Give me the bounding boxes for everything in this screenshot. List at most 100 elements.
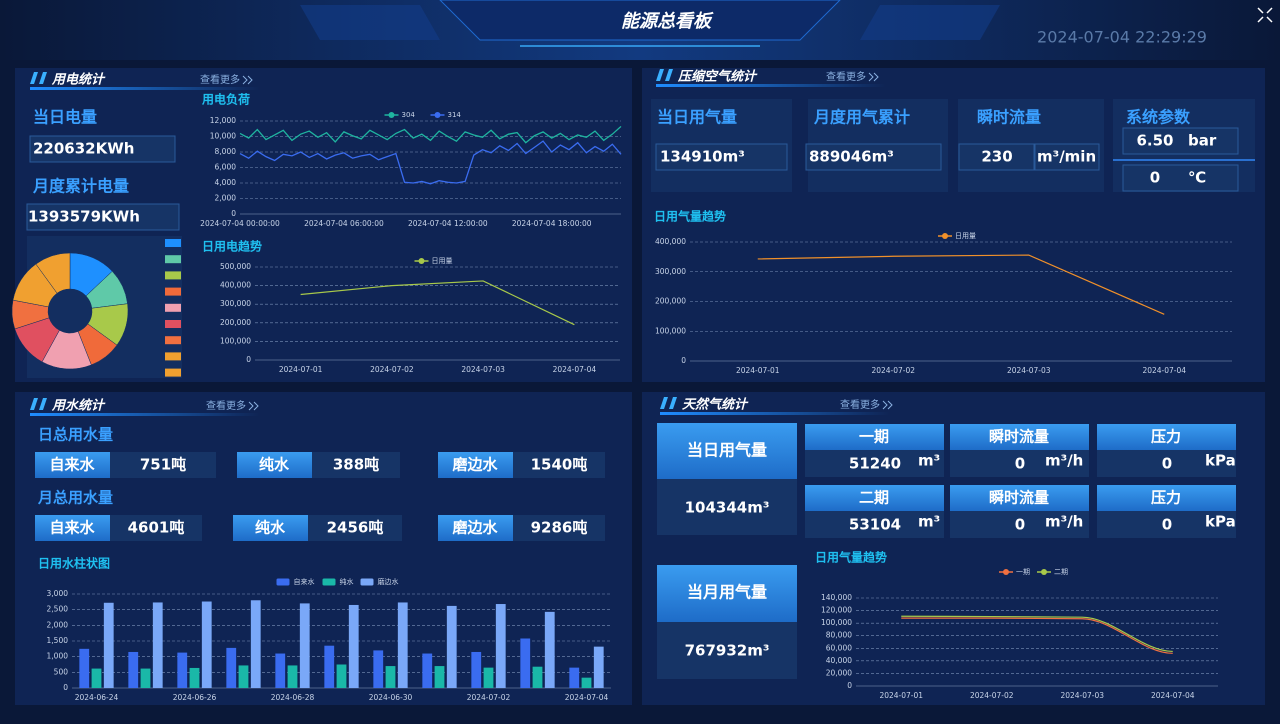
label: 月度用气累计	[813, 108, 910, 127]
row-label: 一期	[859, 428, 889, 446]
x-tick-label: 2024-07-02	[467, 693, 511, 702]
value: 767932m³	[685, 642, 770, 660]
bar	[483, 667, 494, 688]
x-tick-label: 2024-07-02	[370, 365, 414, 374]
bar	[581, 677, 592, 688]
row-unit: m³/h	[1045, 513, 1083, 531]
x-tick-label: 2024-07-02	[871, 366, 915, 375]
row-value: 0	[1162, 516, 1172, 534]
bar	[385, 666, 396, 688]
value-box	[805, 143, 942, 171]
legend-label: 314	[448, 111, 462, 119]
value-box	[657, 622, 797, 679]
header-underline	[660, 412, 890, 415]
label: 系统参数	[1126, 108, 1191, 127]
bar	[520, 638, 531, 688]
header-plate	[439, 0, 841, 41]
value: 134910m³	[660, 148, 745, 166]
y-tick-label: 6,000	[215, 163, 237, 172]
y-tick-label: 500	[54, 667, 69, 676]
more-link[interactable]: 查看更多	[840, 398, 880, 411]
x-tick-label: 2024-07-01	[736, 366, 780, 375]
label: 当月用气量	[687, 583, 767, 602]
fullscreen-icon[interactable]	[1257, 7, 1273, 23]
row-unit: m³/h	[1045, 452, 1083, 470]
item-name: 磨边水	[451, 456, 498, 474]
x-tick-label: 2024-06-28	[271, 693, 315, 702]
line	[239, 125, 622, 144]
panel-title: 用电统计	[51, 72, 106, 88]
item-value: 4601吨	[128, 519, 185, 537]
unit: bar	[1188, 132, 1217, 150]
y-tick-label: 60,000	[826, 643, 852, 652]
label-box	[950, 485, 1089, 511]
line	[901, 617, 1173, 654]
item-value: 751吨	[140, 456, 186, 474]
name-box	[438, 452, 513, 478]
row-label: 瞬时流量	[989, 428, 1049, 446]
legend-swatch	[165, 320, 181, 328]
unit: ℃	[1188, 169, 1206, 187]
bar	[128, 651, 139, 688]
bar	[79, 648, 90, 688]
value-box	[1122, 164, 1239, 192]
more-link[interactable]: 查看更多	[826, 70, 866, 83]
chart-title: 日用气量趋势	[815, 550, 887, 565]
y-tick-label: 0	[847, 681, 852, 690]
bar	[189, 667, 200, 688]
item-value: 1540吨	[531, 456, 588, 474]
header-mark	[669, 397, 677, 409]
name-box	[35, 452, 110, 478]
value: 104344m³	[685, 499, 770, 517]
header-mark	[660, 397, 668, 409]
value-box	[1097, 450, 1236, 477]
row-value: 0	[1015, 455, 1025, 473]
y-tick-label: 300,000	[220, 299, 251, 308]
value-box	[29, 135, 176, 163]
legend-swatch	[322, 578, 336, 586]
chart-title: 用电负荷	[201, 92, 250, 107]
value: 6.50	[1136, 132, 1173, 150]
bar	[177, 652, 188, 688]
legend-swatch	[165, 287, 181, 296]
row-label: 压力	[1151, 489, 1181, 507]
more-icon	[882, 400, 893, 410]
more-link[interactable]: 查看更多	[200, 73, 240, 86]
y-tick-label: 1,000	[47, 652, 69, 661]
bar	[238, 665, 249, 688]
bar	[287, 665, 298, 688]
header-underline	[656, 84, 886, 87]
name-box	[237, 452, 312, 478]
label-box	[950, 424, 1089, 450]
value: 1393579KWh	[28, 208, 140, 226]
x-tick-label: 2024-07-01	[879, 691, 923, 700]
bar	[275, 653, 286, 688]
bar	[422, 653, 433, 688]
x-tick-label: 2024-06-30	[369, 693, 413, 702]
label: 瞬时流量	[977, 108, 1041, 127]
legend-swatch	[165, 352, 181, 361]
chart-title: 日用电趋势	[202, 239, 262, 254]
y-tick-label: 2,500	[47, 605, 69, 614]
legend-label: 自来水	[294, 577, 315, 586]
y-tick-label: 80,000	[826, 631, 852, 640]
label-box	[805, 424, 944, 450]
bar	[201, 601, 212, 688]
panel-title: 天然气统计	[682, 397, 749, 413]
bar	[373, 650, 384, 688]
row-value: 51240	[849, 455, 901, 473]
label-box	[1097, 485, 1236, 511]
label-box	[805, 485, 944, 511]
value: 0	[1150, 169, 1160, 187]
more-link[interactable]: 查看更多	[206, 399, 246, 412]
legend-dot	[1041, 569, 1047, 575]
line	[757, 254, 1165, 315]
x-tick-label: 2024-07-04 18:00:00	[512, 219, 592, 228]
bar	[471, 651, 482, 688]
y-tick-label: 100,000	[220, 336, 251, 345]
value-box	[655, 143, 788, 171]
y-tick-label: 3,000	[47, 589, 69, 598]
line	[239, 140, 622, 185]
bar	[397, 602, 408, 688]
